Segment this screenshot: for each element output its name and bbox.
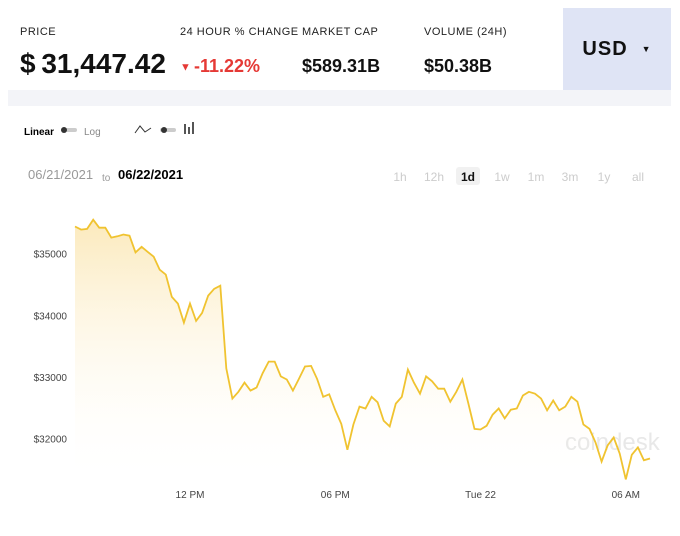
range-button[interactable]: 1w (494, 170, 510, 184)
cap: $589.31B (302, 56, 381, 76)
chart: Linear Log 06/21/2021 to 06/22/2021 coin… (24, 122, 661, 501)
change-value: -11.22% (193, 56, 261, 76)
cap-label: MARKET CAP (302, 26, 379, 38)
range-button[interactable]: 12h (424, 170, 444, 184)
y-tick-label: $33000 (34, 373, 68, 384)
volume-label: VOLUME (24H) (424, 26, 508, 38)
x-tick-label: Tue 22 (465, 490, 496, 501)
date-from[interactable]: 06/21/2021 (28, 167, 93, 182)
price-line (74, 218, 651, 480)
range-button[interactable]: 1d (461, 170, 475, 184)
date-to[interactable]: 06/22/2021 (118, 167, 183, 182)
range-button[interactable]: 3m (562, 170, 579, 184)
line-icon[interactable] (134, 125, 152, 134)
y-tick-label: $35000 (34, 250, 68, 261)
range-button[interactable]: 1y (598, 170, 611, 184)
linear-toggle[interactable]: Linear (24, 127, 54, 138)
x-tick-label: 06 AM (612, 490, 640, 501)
currency: USD (582, 37, 628, 60)
currency-select[interactable]: USD ▼ (563, 8, 671, 90)
log-toggle[interactable]: Log (84, 127, 101, 138)
toggle-knob[interactable] (61, 127, 67, 133)
range-button[interactable]: 1m (528, 170, 545, 184)
price-area (75, 219, 650, 485)
y-tick-label: $34000 (34, 311, 68, 322)
change-label: 24 HOUR % CHANGE (180, 26, 299, 38)
x-tick-label: 06 PM (321, 490, 350, 501)
candle-icon[interactable] (184, 122, 194, 134)
x-tick-label: 12 PM (176, 490, 205, 501)
change: ▼ -11.22% (180, 56, 261, 76)
range-button[interactable]: 1h (393, 170, 406, 184)
range-selected-bg[interactable] (456, 167, 480, 185)
y-tick-label: $32000 (34, 435, 68, 446)
range-button[interactable]: all (632, 170, 644, 184)
toggle-knob[interactable] (161, 127, 167, 133)
price: $ 31,447.42 (20, 48, 166, 79)
date-to-word: to (102, 173, 111, 184)
divider (8, 90, 671, 106)
price-label: PRICE (20, 26, 57, 38)
volume: $50.38B (424, 56, 493, 76)
